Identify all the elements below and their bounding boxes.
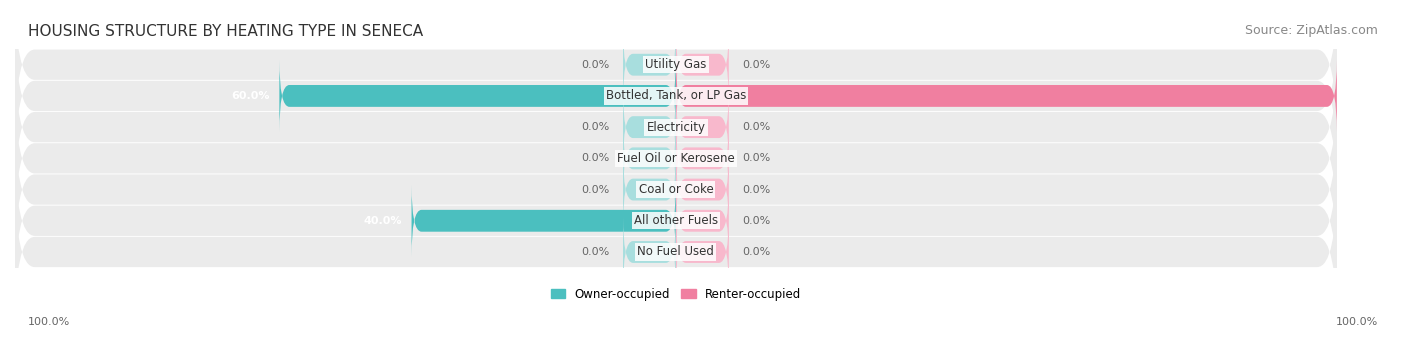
Text: 0.0%: 0.0% — [742, 184, 770, 195]
Text: Electricity: Electricity — [647, 121, 706, 134]
FancyBboxPatch shape — [15, 174, 1337, 330]
Legend: Owner-occupied, Renter-occupied: Owner-occupied, Renter-occupied — [551, 288, 801, 301]
Text: Coal or Coke: Coal or Coke — [638, 183, 713, 196]
FancyBboxPatch shape — [676, 185, 728, 257]
FancyBboxPatch shape — [623, 122, 676, 194]
FancyBboxPatch shape — [676, 122, 728, 194]
Text: 0.0%: 0.0% — [582, 184, 610, 195]
FancyBboxPatch shape — [623, 91, 676, 163]
Text: 0.0%: 0.0% — [742, 60, 770, 70]
FancyBboxPatch shape — [15, 49, 1337, 206]
Text: 0.0%: 0.0% — [742, 247, 770, 257]
Text: Bottled, Tank, or LP Gas: Bottled, Tank, or LP Gas — [606, 89, 747, 102]
FancyBboxPatch shape — [15, 142, 1337, 299]
FancyBboxPatch shape — [676, 154, 728, 225]
Text: 0.0%: 0.0% — [582, 247, 610, 257]
Text: 0.0%: 0.0% — [742, 216, 770, 226]
Text: 40.0%: 40.0% — [363, 216, 402, 226]
Text: 60.0%: 60.0% — [231, 91, 270, 101]
Text: 100.0%: 100.0% — [1347, 91, 1393, 101]
Text: 0.0%: 0.0% — [742, 122, 770, 132]
FancyBboxPatch shape — [676, 91, 728, 163]
FancyBboxPatch shape — [623, 29, 676, 101]
Text: HOUSING STRUCTURE BY HEATING TYPE IN SENECA: HOUSING STRUCTURE BY HEATING TYPE IN SEN… — [28, 24, 423, 39]
Text: 100.0%: 100.0% — [1336, 317, 1378, 327]
FancyBboxPatch shape — [15, 111, 1337, 268]
Text: 100.0%: 100.0% — [28, 317, 70, 327]
FancyBboxPatch shape — [676, 216, 728, 288]
Text: All other Fuels: All other Fuels — [634, 214, 718, 227]
Text: Source: ZipAtlas.com: Source: ZipAtlas.com — [1244, 24, 1378, 37]
FancyBboxPatch shape — [623, 216, 676, 288]
Text: Fuel Oil or Kerosene: Fuel Oil or Kerosene — [617, 152, 735, 165]
Text: Utility Gas: Utility Gas — [645, 58, 707, 71]
FancyBboxPatch shape — [676, 29, 728, 101]
Text: 0.0%: 0.0% — [582, 153, 610, 163]
Text: 0.0%: 0.0% — [742, 153, 770, 163]
FancyBboxPatch shape — [280, 60, 676, 132]
FancyBboxPatch shape — [623, 154, 676, 225]
Text: 0.0%: 0.0% — [582, 60, 610, 70]
FancyBboxPatch shape — [676, 60, 1337, 132]
Text: No Fuel Used: No Fuel Used — [637, 246, 714, 258]
FancyBboxPatch shape — [15, 80, 1337, 237]
FancyBboxPatch shape — [412, 185, 676, 257]
FancyBboxPatch shape — [15, 17, 1337, 174]
Text: 0.0%: 0.0% — [582, 122, 610, 132]
FancyBboxPatch shape — [15, 0, 1337, 143]
